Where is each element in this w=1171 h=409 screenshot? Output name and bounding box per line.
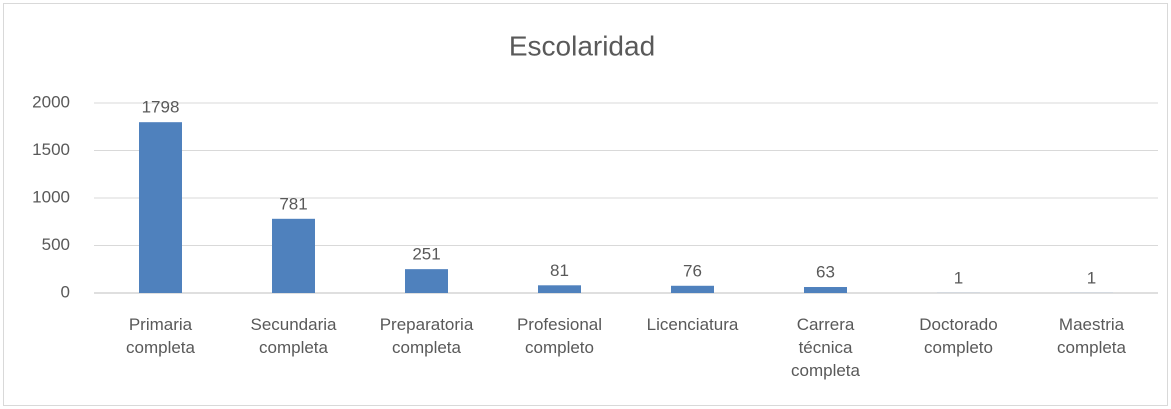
y-tick-label: 500 xyxy=(42,235,70,254)
bar xyxy=(139,122,182,293)
chart-title: Escolaridad xyxy=(509,30,655,61)
x-tick-label: Carrera técnica completa xyxy=(791,315,860,380)
x-tick-label: Doctorado completo xyxy=(919,315,998,357)
x-tick-label: Licenciatura xyxy=(646,315,739,334)
x-tick-label-box: Preparatoria completa xyxy=(379,315,474,357)
y-tick-label: 2000 xyxy=(32,92,70,111)
data-label: 1798 xyxy=(142,98,180,117)
bar xyxy=(405,269,448,293)
bar xyxy=(538,285,581,293)
data-label: 781 xyxy=(279,194,307,213)
x-tick-label-box: Carrera técnica completa xyxy=(791,315,860,380)
chart-border xyxy=(3,3,1168,406)
x-tick-label-box: Maestria completa xyxy=(1057,315,1126,357)
bar xyxy=(804,287,847,293)
x-tick-label-box: Doctorado completo xyxy=(919,315,998,357)
bar xyxy=(671,285,714,293)
x-tick-label-box: Licenciatura xyxy=(646,315,739,334)
bar xyxy=(272,218,315,293)
data-label: 63 xyxy=(816,262,835,281)
x-tick-label: Primaria completa xyxy=(126,315,195,357)
x-tick-label-box: Primaria completa xyxy=(126,315,195,357)
x-tick-label-box: Secundaria completa xyxy=(250,315,337,357)
x-tick-label: Maestria completa xyxy=(1057,315,1126,357)
data-label: 1 xyxy=(954,268,963,287)
data-label: 76 xyxy=(683,261,702,280)
data-label: 81 xyxy=(550,261,569,280)
y-tick-label: 1500 xyxy=(32,140,70,159)
x-tick-label-box: Profesional completo xyxy=(516,315,603,357)
x-tick-label: Profesional completo xyxy=(516,315,603,357)
data-label: 1 xyxy=(1087,268,1096,287)
y-tick-label: 1000 xyxy=(32,187,70,206)
x-tick-label: Preparatoria completa xyxy=(379,315,474,357)
y-tick-label: 0 xyxy=(61,282,70,301)
data-label: 251 xyxy=(412,245,440,264)
x-tick-label: Secundaria completa xyxy=(250,315,337,357)
